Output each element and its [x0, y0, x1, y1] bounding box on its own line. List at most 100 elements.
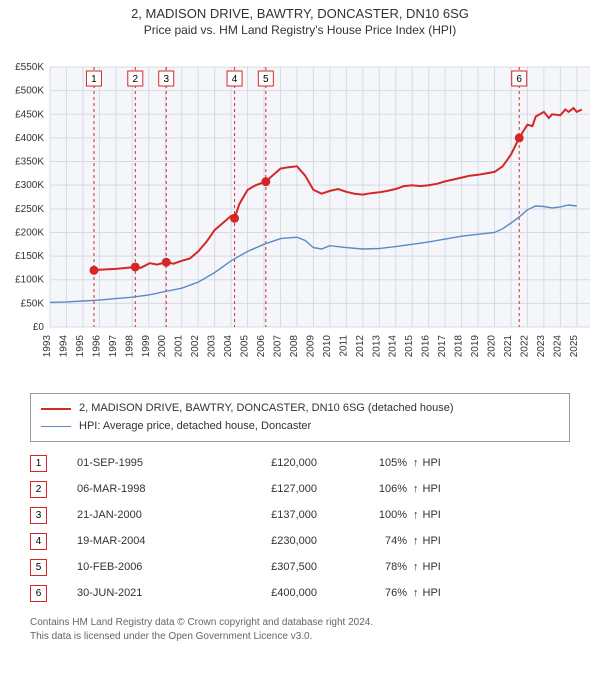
x-tick-label: 2011 — [338, 335, 349, 357]
x-tick-label: 1999 — [141, 335, 152, 358]
x-tick-label: 2018 — [454, 335, 465, 358]
sale-marker-dot — [90, 266, 98, 274]
y-tick-label: £250K — [15, 204, 44, 215]
sale-price: £230,000 — [207, 535, 317, 547]
x-tick-label: 2014 — [388, 335, 399, 358]
sale-price: £137,000 — [207, 509, 317, 521]
y-tick-label: £150K — [15, 251, 44, 262]
x-tick-label: 2021 — [503, 335, 514, 358]
y-tick-label: £200K — [15, 227, 44, 238]
sale-number-marker: 6 — [30, 585, 47, 602]
sale-number-marker: 4 — [30, 533, 47, 550]
x-tick-label: 2000 — [157, 335, 168, 358]
sale-date: 30-JUN-2021 — [77, 587, 207, 599]
sale-marker-dot — [131, 263, 139, 271]
sale-percent: 76% — [327, 587, 407, 599]
y-tick-label: £100K — [15, 275, 44, 286]
sale-hpi-label: HPI — [423, 457, 441, 469]
x-tick-label: 2004 — [223, 335, 234, 358]
sale-date: 21-JAN-2000 — [77, 509, 207, 521]
sale-hpi-label: HPI — [423, 561, 441, 573]
x-tick-label: 2012 — [355, 335, 366, 358]
table-row: 4 19-MAR-2004£230,000 74% ↑ HPI — [30, 528, 570, 554]
table-row: 3 21-JAN-2000£137,000 100% ↑ HPI — [30, 502, 570, 528]
x-tick-label: 2023 — [536, 335, 547, 358]
table-row: 5 10-FEB-2006£307,500 78% ↑ HPI — [30, 554, 570, 580]
y-tick-label: £500K — [15, 86, 44, 97]
y-tick-label: £300K — [15, 180, 44, 191]
legend: 2, MADISON DRIVE, BAWTRY, DONCASTER, DN1… — [30, 393, 570, 442]
chart-title-address: 2, MADISON DRIVE, BAWTRY, DONCASTER, DN1… — [0, 6, 600, 21]
x-tick-label: 1998 — [124, 335, 135, 358]
x-tick-label: 2025 — [569, 335, 580, 358]
legend-swatch — [41, 426, 71, 427]
sale-price: £120,000 — [207, 457, 317, 469]
price-chart: £0£50K£100K£150K£200K£250K£300K£350K£400… — [0, 37, 600, 387]
x-tick-label: 2010 — [322, 335, 333, 358]
x-tick-label: 2019 — [470, 335, 481, 358]
arrow-up-icon: ↑ — [413, 509, 419, 521]
attribution: Contains HM Land Registry data © Crown c… — [30, 616, 570, 643]
sale-percent: 74% — [327, 535, 407, 547]
x-tick-label: 1994 — [58, 335, 69, 358]
sale-price: £307,500 — [207, 561, 317, 573]
x-tick-label: 2007 — [272, 335, 283, 358]
legend-row: HPI: Average price, detached house, Donc… — [41, 418, 559, 436]
sale-percent: 106% — [327, 483, 407, 495]
arrow-up-icon: ↑ — [413, 457, 419, 469]
sale-date: 06-MAR-1998 — [77, 483, 207, 495]
x-tick-label: 2020 — [487, 335, 498, 358]
sale-event-number: 6 — [516, 74, 522, 85]
y-tick-label: £450K — [15, 109, 44, 120]
x-tick-label: 2016 — [421, 335, 432, 358]
sale-event-number: 2 — [132, 74, 138, 85]
sale-marker-dot — [231, 214, 239, 222]
x-tick-label: 1996 — [91, 335, 102, 358]
sale-price: £127,000 — [207, 483, 317, 495]
sale-percent: 100% — [327, 509, 407, 521]
sale-marker-dot — [515, 134, 523, 142]
y-tick-label: £0 — [33, 322, 45, 333]
x-tick-label: 1997 — [108, 335, 119, 358]
legend-row: 2, MADISON DRIVE, BAWTRY, DONCASTER, DN1… — [41, 400, 559, 418]
sale-date: 10-FEB-2006 — [77, 561, 207, 573]
sale-number-marker: 3 — [30, 507, 47, 524]
table-row: 6 30-JUN-2021£400,000 76% ↑ HPI — [30, 580, 570, 606]
arrow-up-icon: ↑ — [413, 561, 419, 573]
sale-date: 01-SEP-1995 — [77, 457, 207, 469]
sale-hpi-label: HPI — [423, 509, 441, 521]
x-tick-label: 2009 — [305, 335, 316, 358]
x-tick-label: 1995 — [75, 335, 86, 358]
sale-marker-dot — [262, 178, 270, 186]
legend-label: HPI: Average price, detached house, Donc… — [79, 418, 311, 436]
title-block: 2, MADISON DRIVE, BAWTRY, DONCASTER, DN1… — [0, 0, 600, 37]
sale-percent: 78% — [327, 561, 407, 573]
legend-label: 2, MADISON DRIVE, BAWTRY, DONCASTER, DN1… — [79, 400, 454, 418]
x-tick-label: 2003 — [207, 335, 218, 358]
plot-area — [50, 67, 590, 327]
sale-date: 19-MAR-2004 — [77, 535, 207, 547]
x-tick-label: 2015 — [404, 335, 415, 358]
legend-swatch — [41, 408, 71, 410]
sale-hpi-label: HPI — [423, 483, 441, 495]
sale-number-marker: 5 — [30, 559, 47, 576]
sale-price: £400,000 — [207, 587, 317, 599]
sale-event-number: 1 — [91, 74, 97, 85]
sale-event-number: 4 — [232, 74, 238, 85]
x-tick-label: 2002 — [190, 335, 201, 358]
x-tick-label: 2001 — [174, 335, 185, 358]
sale-hpi-label: HPI — [423, 587, 441, 599]
y-tick-label: £350K — [15, 157, 44, 168]
arrow-up-icon: ↑ — [413, 587, 419, 599]
sales-table: 101-SEP-1995£120,000105%↑HPI206-MAR-1998… — [30, 450, 570, 606]
sale-number-marker: 2 — [30, 481, 47, 498]
sale-event-number: 3 — [163, 74, 169, 85]
x-tick-label: 2006 — [256, 335, 267, 358]
sale-hpi-label: HPI — [423, 535, 441, 547]
sale-marker-dot — [162, 258, 170, 266]
attribution-line2: This data is licensed under the Open Gov… — [30, 630, 570, 644]
y-tick-label: £400K — [15, 133, 44, 144]
x-tick-label: 2022 — [519, 335, 530, 358]
arrow-up-icon: ↑ — [413, 535, 419, 547]
x-tick-label: 2008 — [289, 335, 300, 358]
